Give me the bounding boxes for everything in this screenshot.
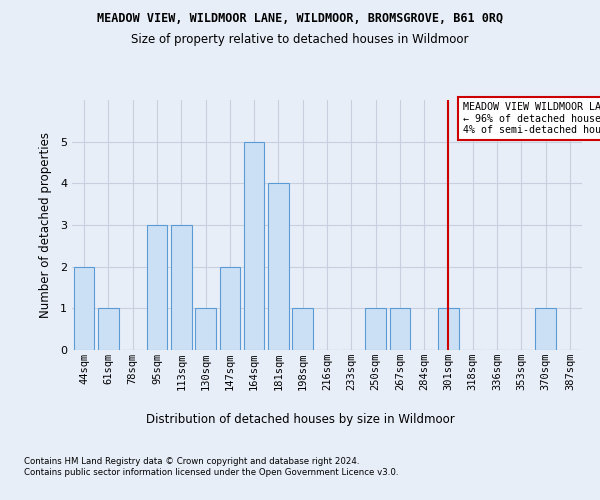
Bar [74, 266, 94, 350]
Bar [98, 308, 119, 350]
Text: MEADOW VIEW, WILDMOOR LANE, WILDMOOR, BROMSGROVE, B61 0RQ: MEADOW VIEW, WILDMOOR LANE, WILDMOOR, BR… [97, 12, 503, 26]
Bar [244, 142, 265, 350]
Bar [535, 308, 556, 350]
Bar [195, 308, 216, 350]
Bar [171, 225, 191, 350]
Bar [268, 184, 289, 350]
Bar [438, 308, 459, 350]
Bar [389, 308, 410, 350]
Text: Distribution of detached houses by size in Wildmoor: Distribution of detached houses by size … [146, 412, 454, 426]
Bar [365, 308, 386, 350]
Bar [220, 266, 240, 350]
Text: Contains HM Land Registry data © Crown copyright and database right 2024.
Contai: Contains HM Land Registry data © Crown c… [24, 458, 398, 477]
Bar [292, 308, 313, 350]
Y-axis label: Number of detached properties: Number of detached properties [38, 132, 52, 318]
Text: Size of property relative to detached houses in Wildmoor: Size of property relative to detached ho… [131, 32, 469, 46]
Text: MEADOW VIEW WILDMOOR LANE: 307sqm
← 96% of detached houses are smaller (24)
4% o: MEADOW VIEW WILDMOOR LANE: 307sqm ← 96% … [463, 102, 600, 136]
Bar [146, 225, 167, 350]
